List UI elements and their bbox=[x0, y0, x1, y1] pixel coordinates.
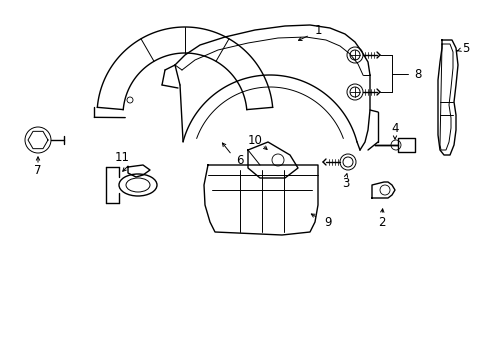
Text: 2: 2 bbox=[378, 216, 385, 229]
Text: 8: 8 bbox=[413, 68, 421, 81]
Text: 6: 6 bbox=[236, 153, 243, 166]
Text: 10: 10 bbox=[247, 134, 262, 147]
Text: 3: 3 bbox=[342, 176, 349, 189]
Text: 11: 11 bbox=[114, 150, 129, 163]
Text: 5: 5 bbox=[461, 41, 469, 54]
Text: 1: 1 bbox=[314, 23, 321, 36]
Text: 7: 7 bbox=[34, 163, 41, 176]
Text: 4: 4 bbox=[390, 122, 398, 135]
Text: 9: 9 bbox=[324, 216, 331, 229]
